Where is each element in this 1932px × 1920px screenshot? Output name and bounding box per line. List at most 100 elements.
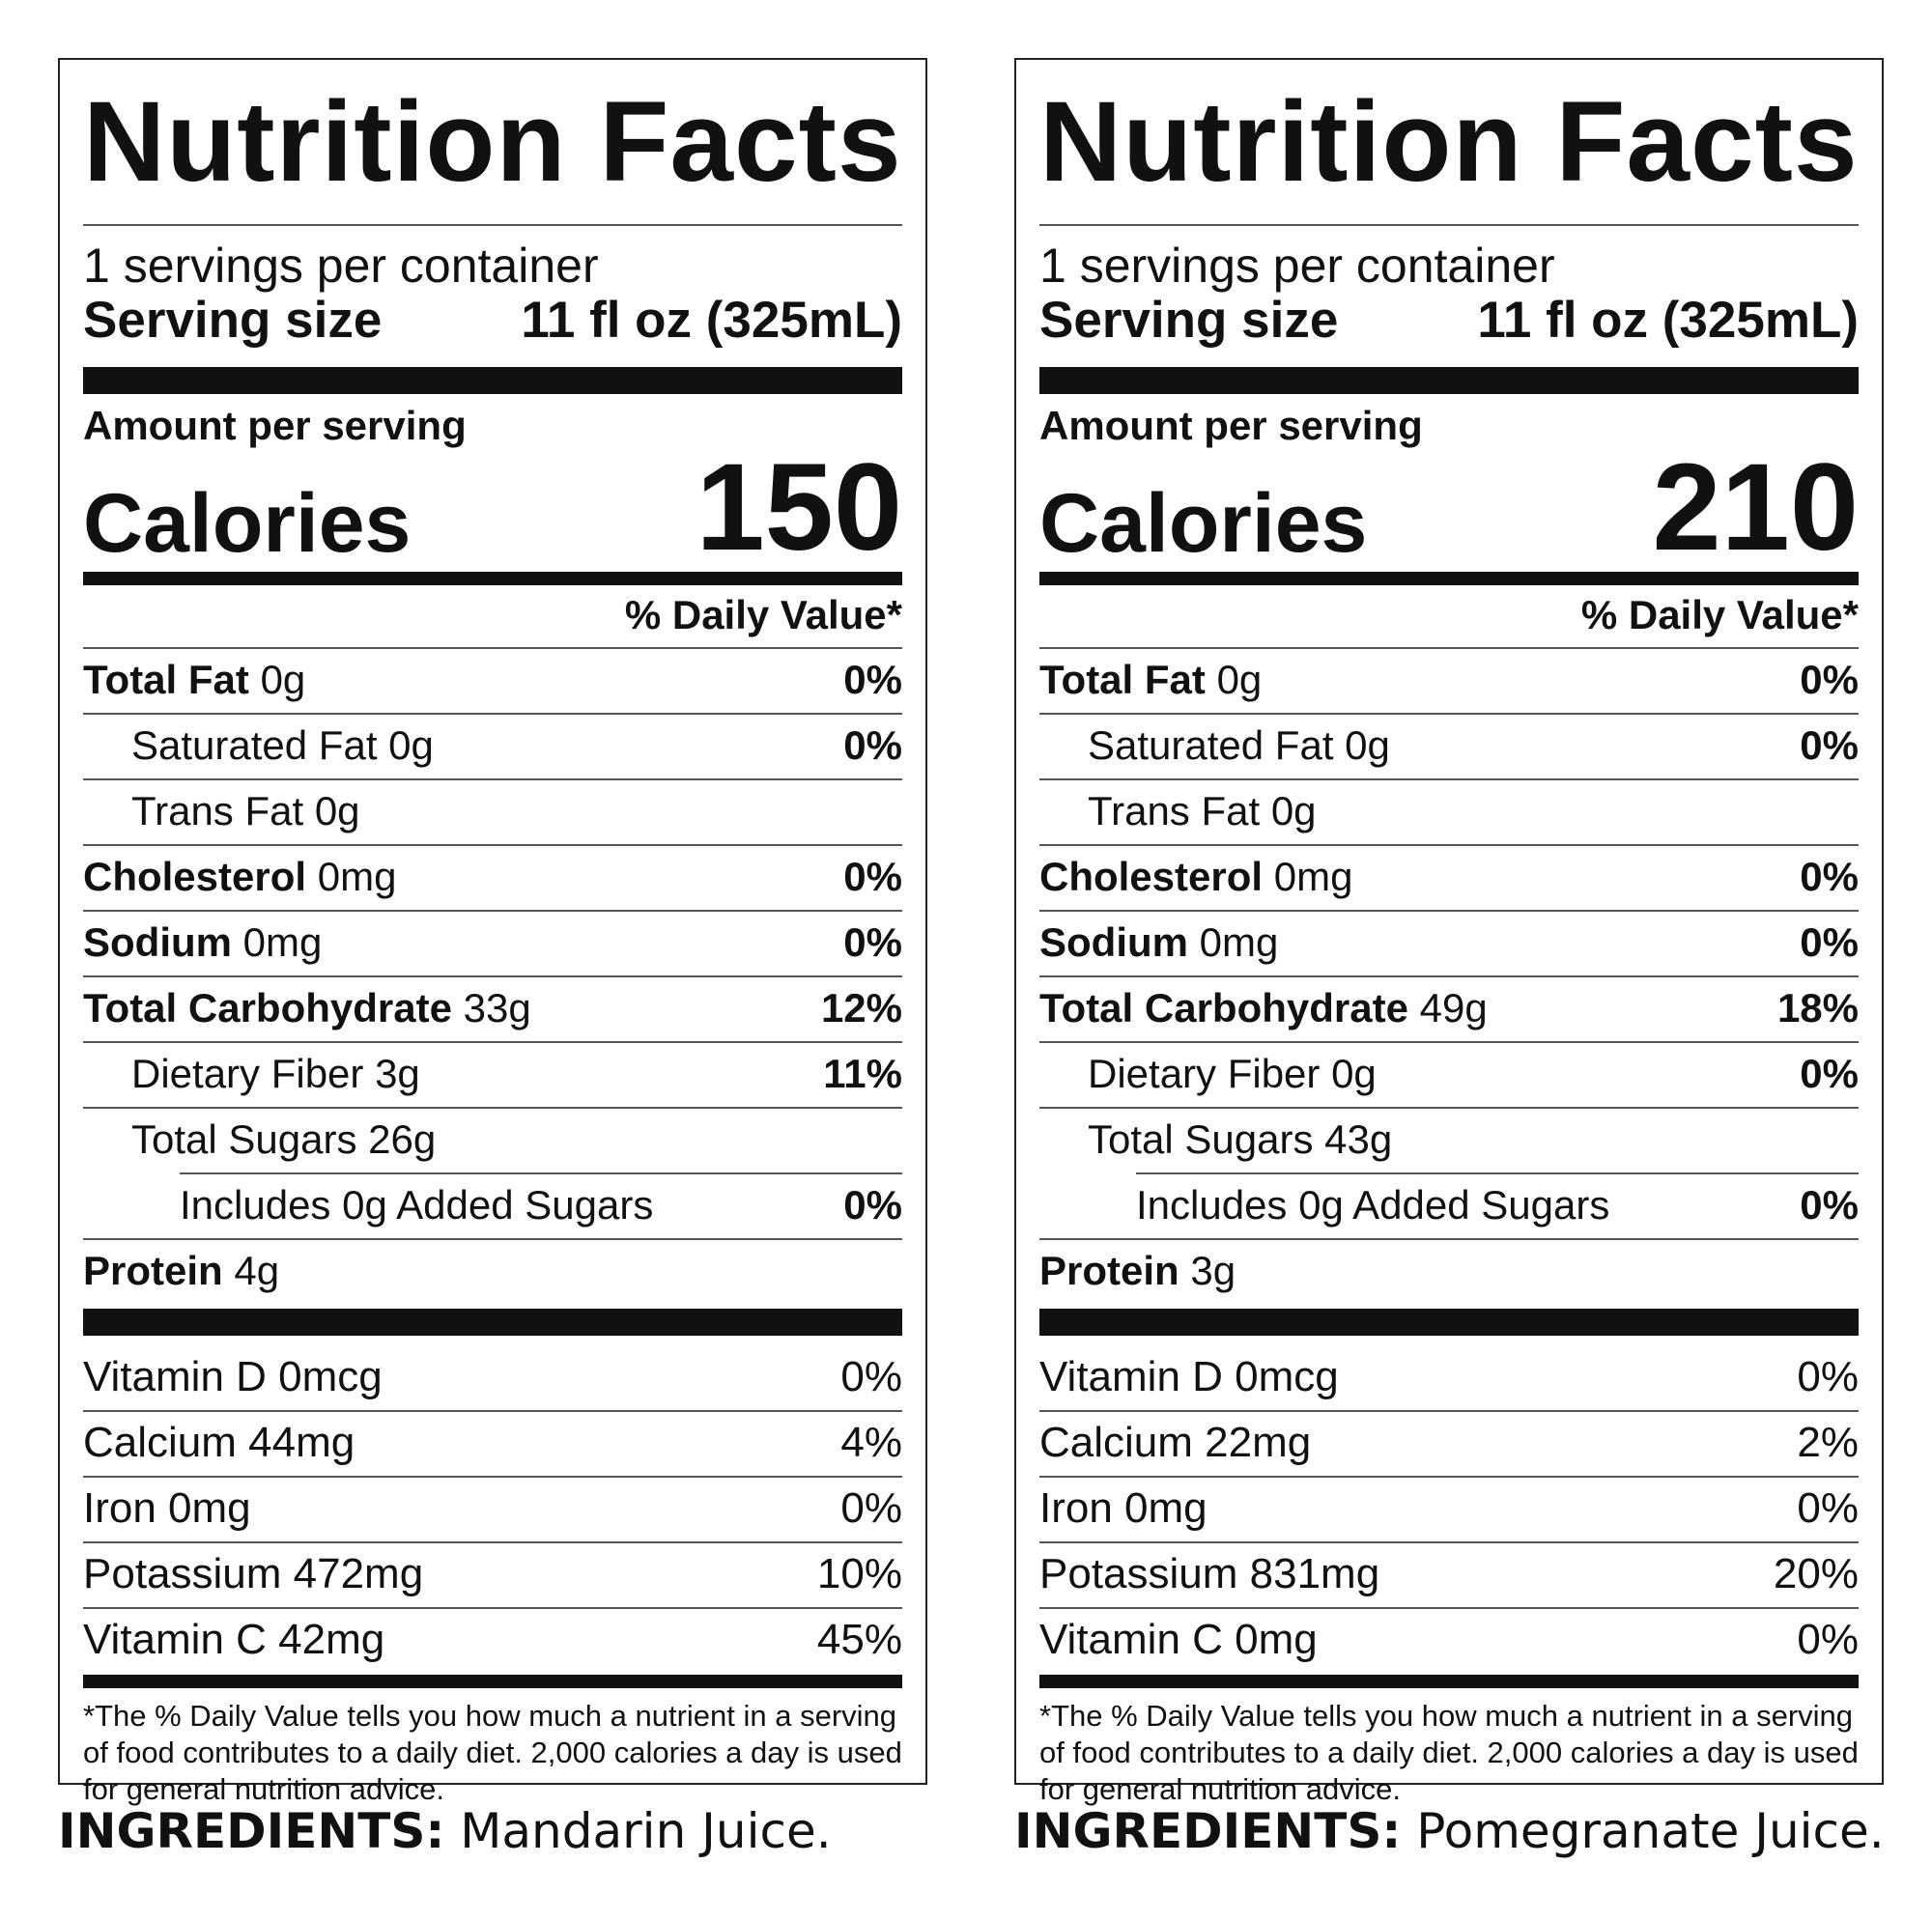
vitamin-row: Potassium 831mg 20% bbox=[1039, 1541, 1859, 1607]
divider bbox=[1039, 1041, 1859, 1043]
divider bbox=[180, 1172, 902, 1174]
vitamin-row: Iron 0mg 0% bbox=[83, 1476, 902, 1541]
nutrient-row-protein: Protein 3g bbox=[1039, 1238, 1859, 1304]
daily-value-footnote: *The % Daily Value tells you how much a … bbox=[83, 1699, 902, 1806]
divider bbox=[1039, 1410, 1859, 1412]
thick-divider bbox=[1039, 367, 1859, 394]
thick-divider bbox=[83, 367, 902, 394]
serving-size-label: Serving size bbox=[83, 292, 383, 349]
amount-per-serving: Amount per serving bbox=[83, 403, 467, 448]
divider bbox=[83, 975, 902, 977]
ingredients-text: Mandarin Juice. bbox=[444, 1803, 832, 1859]
nutrient-amount: 49g bbox=[1419, 985, 1488, 1031]
divider bbox=[1039, 1107, 1859, 1109]
daily-value-header: % Daily Value* bbox=[624, 592, 902, 637]
divider bbox=[83, 1041, 902, 1043]
vitamin-dv: 0% bbox=[1797, 1616, 1859, 1663]
divider bbox=[83, 910, 902, 912]
nutrient-name: Trans Fat bbox=[131, 788, 304, 833]
ingredients-line: INGREDIENTS: Pomegranate Juice. bbox=[1014, 1802, 1885, 1860]
divider bbox=[83, 1607, 902, 1609]
calories-value: 210 bbox=[1652, 438, 1859, 577]
divider bbox=[1039, 1238, 1859, 1240]
vitamin-row: Iron 0mg 0% bbox=[1039, 1476, 1859, 1541]
nutrient-dv: 0% bbox=[1800, 722, 1859, 768]
vitamin-text: Iron 0mg bbox=[83, 1484, 251, 1532]
nutrient-dv: 0% bbox=[843, 722, 902, 768]
nutrient-amount: 26g bbox=[368, 1116, 437, 1162]
nutrient-amount: 3g bbox=[375, 1051, 420, 1096]
vitamin-dv: 0% bbox=[840, 1484, 902, 1532]
divider bbox=[83, 647, 902, 649]
vitamin-dv: 2% bbox=[1797, 1419, 1859, 1466]
nutrient-amount: 4g bbox=[234, 1248, 280, 1293]
nutrient-amount: 0g bbox=[1331, 1051, 1377, 1096]
nutrient-row-saturated-fat: Saturated Fat 0g 0% bbox=[1039, 713, 1859, 778]
ingredients-line: INGREDIENTS: Mandarin Juice. bbox=[58, 1802, 832, 1860]
nutrient-dv: 0% bbox=[1800, 1051, 1859, 1096]
thick-divider bbox=[83, 1309, 902, 1336]
vitamin-dv: 4% bbox=[840, 1419, 902, 1466]
nutrient-dv: 0% bbox=[843, 919, 902, 965]
nutrient-amount: 0g bbox=[1345, 722, 1390, 768]
medium-divider bbox=[1039, 1675, 1859, 1688]
nutrient-row-total-sugars: Total Sugars 43g bbox=[1039, 1107, 1859, 1172]
medium-divider bbox=[1039, 572, 1859, 585]
divider bbox=[1039, 713, 1859, 715]
nutrient-row-cholesterol: Cholesterol 0mg 0% bbox=[1039, 844, 1859, 910]
divider bbox=[83, 224, 902, 226]
nutrient-name: Cholesterol bbox=[1039, 854, 1264, 899]
nutrition-label-box: Nutrition Facts 1 servings per container… bbox=[1014, 58, 1884, 1806]
vitamin-row: Vitamin D 0mcg 0% bbox=[1039, 1344, 1859, 1410]
serving-size-row: Serving size 11 fl oz (325mL) bbox=[83, 290, 902, 352]
nutrient-row-protein: Protein 4g bbox=[83, 1238, 902, 1304]
nutrient-name: Total Sugars bbox=[1088, 1116, 1314, 1162]
vitamin-text: Calcium 44mg bbox=[83, 1419, 355, 1466]
vitamin-row: Calcium 44mg 4% bbox=[83, 1410, 902, 1476]
vitamin-dv: 45% bbox=[816, 1616, 902, 1663]
divider bbox=[83, 1238, 902, 1240]
nutrient-name: Total Carbohydrate bbox=[83, 985, 452, 1031]
vitamin-text: Vitamin C 42mg bbox=[83, 1616, 385, 1663]
nutrient-name: Dietary Fiber bbox=[1088, 1051, 1321, 1096]
nutrient-dv: 0% bbox=[843, 657, 902, 702]
divider bbox=[83, 713, 902, 715]
nutrient-name: Dietary Fiber bbox=[131, 1051, 364, 1096]
calories-row: Calories 150 bbox=[83, 437, 902, 581]
vitamin-text: Calcium 22mg bbox=[1039, 1419, 1312, 1466]
nutrient-name: Saturated Fat bbox=[131, 722, 378, 768]
vitamin-text: Potassium 831mg bbox=[1039, 1550, 1380, 1597]
nutrient-dv: 11% bbox=[823, 1051, 902, 1096]
vitamin-dv: 20% bbox=[1773, 1550, 1859, 1597]
calories-label: Calories bbox=[83, 477, 412, 570]
nutrient-dv: 0% bbox=[1800, 854, 1859, 899]
vitamin-row: Vitamin C 42mg 45% bbox=[83, 1607, 902, 1673]
serving-size-row: Serving size 11 fl oz (325mL) bbox=[1039, 290, 1859, 352]
calories-label: Calories bbox=[1039, 477, 1368, 570]
nutrient-amount: 0mg bbox=[317, 854, 397, 899]
vitamin-dv: 0% bbox=[1797, 1353, 1859, 1400]
nutrient-dv: 12% bbox=[820, 985, 902, 1031]
divider bbox=[1039, 778, 1859, 780]
nutrient-amount: 0g bbox=[260, 657, 306, 702]
nutrient-name: Total Carbohydrate bbox=[1039, 985, 1408, 1031]
medium-divider bbox=[83, 572, 902, 585]
nutrient-name: Total Fat bbox=[1039, 657, 1206, 702]
nutrient-amount: 0g bbox=[388, 722, 434, 768]
vitamin-text: Vitamin D 0mcg bbox=[83, 1353, 383, 1400]
nutrient-dv: 0% bbox=[843, 854, 902, 899]
serving-size-label: Serving size bbox=[1039, 292, 1339, 349]
amount-per-serving: Amount per serving bbox=[1039, 403, 1423, 448]
vitamin-dv: 10% bbox=[816, 1550, 902, 1597]
nutrient-row-added-sugars: Includes 0g Added Sugars 0% bbox=[1039, 1172, 1859, 1238]
daily-value-header: % Daily Value* bbox=[1580, 592, 1859, 637]
nutrient-name: Saturated Fat bbox=[1088, 722, 1334, 768]
nutrient-name: Sodium bbox=[83, 919, 232, 965]
nutrient-amount: 0mg bbox=[1273, 854, 1353, 899]
nutrient-name: Protein bbox=[1039, 1248, 1179, 1293]
vitamin-row: Vitamin D 0mcg 0% bbox=[83, 1344, 902, 1410]
serving-size-value: 11 fl oz (325mL) bbox=[521, 292, 902, 349]
nutrient-amount: 33g bbox=[463, 985, 531, 1031]
nutrient-dv: 0% bbox=[843, 1182, 902, 1228]
nutrient-dv: 18% bbox=[1776, 985, 1859, 1031]
